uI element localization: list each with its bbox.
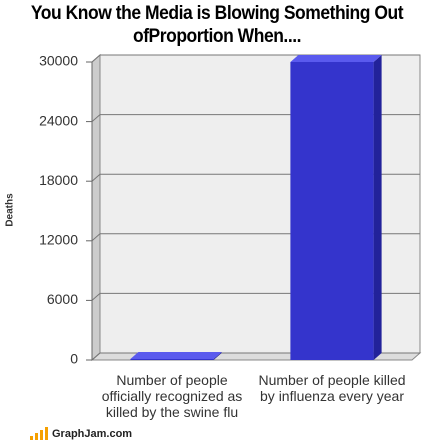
y-axis-label: Deaths [5, 193, 16, 227]
y-tick-label: 6000 [47, 291, 78, 307]
logo [30, 427, 48, 440]
grid-line [91, 233, 101, 242]
bar-side [213, 352, 222, 360]
bar-top [290, 55, 382, 62]
chart-title: You Know the Media is Blowing Something … [30, 3, 404, 47]
y-tick-label: 12000 [39, 232, 78, 248]
grid-line [91, 54, 101, 63]
grid-line [91, 352, 101, 361]
y-tick-label: 24000 [39, 112, 78, 128]
x-tick-label: Number of people officially recognized a… [101, 372, 243, 420]
x-tick-label: Number of people killed by influenza eve… [258, 372, 406, 404]
y-tick-label: 18000 [39, 172, 78, 188]
y-tick-label: 30000 [39, 53, 78, 69]
grid-line [91, 114, 101, 122]
y-tick-label: 0 [70, 351, 78, 367]
bar-side [373, 55, 382, 360]
grid-line [91, 293, 101, 301]
grid-line [91, 173, 101, 182]
bar [130, 359, 214, 360]
source: GraphJam.com [52, 428, 133, 440]
bar-top [130, 352, 222, 360]
bar [290, 62, 374, 360]
side-wall [91, 53, 101, 362]
